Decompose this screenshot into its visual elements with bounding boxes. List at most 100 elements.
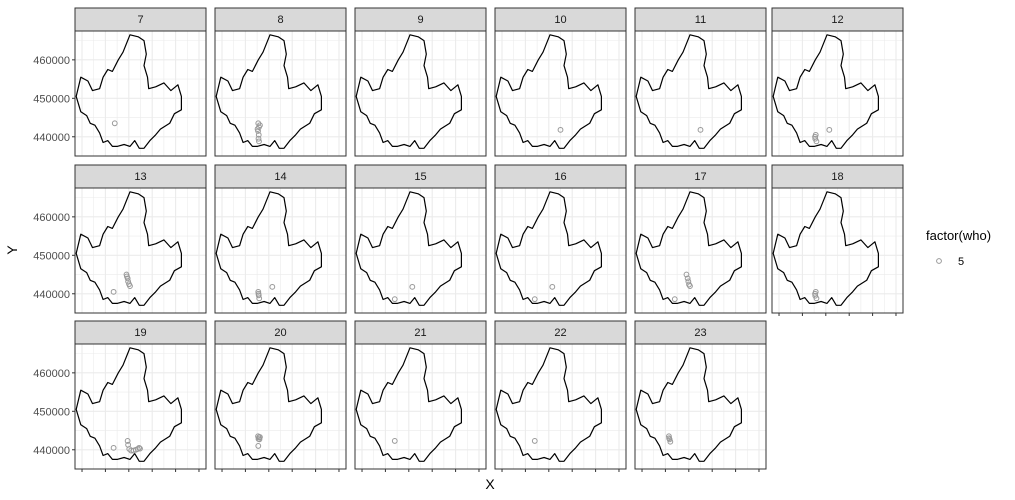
boundary-outline [215, 347, 322, 462]
facet-strip-label: 8 [277, 14, 283, 26]
y-tick-label: 460000 [33, 368, 70, 380]
facet-panel-9: 9 [354, 7, 487, 157]
y-tick-label: 440000 [33, 289, 70, 301]
legend-entry-label: 5 [958, 256, 964, 268]
facet-strip-label: 14 [274, 171, 286, 183]
facet-strip-label: 17 [694, 171, 706, 183]
panel-border [494, 30, 627, 157]
panel-border [74, 187, 207, 314]
panel-border [771, 30, 904, 157]
facet-panels: 7 440000 450000 460000 8 9 10 11 12 13 440000 45000… [33, 7, 904, 472]
panel-border [634, 343, 767, 470]
facet-panel-14: 14 [214, 164, 347, 314]
panel-border [214, 343, 347, 470]
y-tick-label: 460000 [33, 212, 70, 224]
y-tick-label: 450000 [33, 406, 70, 418]
data-point [124, 438, 131, 444]
panel-border [771, 187, 904, 314]
data-point [826, 126, 833, 133]
facet-panel-12: 12 [771, 7, 904, 157]
data-point [124, 273, 130, 280]
facet-strip-label: 18 [831, 171, 843, 183]
data-point [812, 290, 818, 297]
facet-panel-17: 17 [634, 164, 767, 314]
data-point [255, 290, 262, 297]
facet-strip-label: 21 [414, 327, 426, 339]
facet-strip-label: 12 [831, 14, 843, 26]
facet-panel-11: 11 [634, 7, 767, 157]
facet-panel-18: 18 [771, 164, 904, 316]
legend: factor(who) 5 [926, 228, 991, 268]
facet-panel-13: 13 440000 450000 460000 [33, 164, 207, 314]
facet-panel-7: 7 440000 450000 460000 [33, 7, 207, 157]
y-tick-label: 440000 [33, 445, 70, 457]
panel-border [494, 187, 627, 314]
panel-border [634, 187, 767, 314]
data-point [667, 438, 674, 445]
data-point [391, 296, 398, 303]
data-point [127, 283, 133, 289]
data-point [671, 296, 678, 303]
data-point [697, 126, 704, 133]
legend-key-marker [936, 258, 942, 264]
y-axis-title: Y [4, 245, 20, 255]
facet-panel-8: 8 [214, 7, 347, 157]
facet-panel-23: 23 [634, 320, 767, 472]
facet-panel-19: 19 440000 450000 460000 [33, 320, 207, 472]
boundary-outline [215, 34, 322, 149]
panel-border [214, 187, 347, 314]
boundary-outline [355, 191, 462, 306]
data-point [255, 135, 262, 142]
panel-border [354, 343, 487, 470]
data-point [256, 436, 263, 443]
panel-border [634, 30, 767, 157]
panel-border [354, 187, 487, 314]
legend-title: factor(who) [926, 228, 991, 243]
panel-border [494, 343, 627, 470]
facet-panel-16: 16 [494, 164, 627, 314]
facet-strip-label: 20 [274, 327, 286, 339]
boundary-outline [635, 34, 743, 149]
data-point [687, 283, 693, 289]
x-axis-title: X [485, 476, 495, 492]
panel-border [354, 30, 487, 157]
data-point [269, 283, 276, 290]
boundary-outline [495, 191, 603, 306]
boundary-outline [355, 347, 462, 462]
facet-strip-label: 15 [414, 171, 426, 183]
facet-panel-22: 22 [494, 320, 627, 472]
boundary-outline [772, 191, 880, 306]
data-point [666, 435, 673, 442]
boundary-outline [75, 191, 182, 306]
facet-strip-label: 23 [694, 327, 706, 339]
boundary-outline [635, 191, 743, 306]
data-point [531, 296, 538, 303]
boundary-outline [215, 191, 322, 306]
y-tick-label: 440000 [33, 132, 70, 144]
data-point [255, 443, 262, 449]
facet-strip-label: 16 [554, 171, 566, 183]
boundary-outline [75, 34, 182, 149]
boundary-outline [75, 347, 182, 462]
y-tick-label: 450000 [33, 93, 70, 105]
data-point [684, 275, 691, 282]
data-point [111, 120, 118, 127]
facet-strip-label: 22 [554, 327, 566, 339]
facet-strip-label: 7 [137, 14, 143, 26]
data-point [531, 438, 538, 444]
data-point [134, 446, 141, 452]
panel-border [214, 30, 347, 157]
boundary-outline [495, 34, 603, 149]
data-point [557, 126, 564, 133]
y-tick-label: 450000 [33, 250, 70, 262]
boundary-outline [495, 347, 603, 462]
facet-strip-label: 11 [695, 14, 706, 26]
facet-panel-15: 15 [354, 164, 487, 314]
data-point [110, 444, 117, 451]
panel-border [74, 30, 207, 157]
data-point [255, 131, 262, 138]
data-point [254, 126, 261, 132]
data-point [256, 138, 262, 145]
data-point [110, 288, 117, 295]
boundary-outline [635, 347, 743, 462]
